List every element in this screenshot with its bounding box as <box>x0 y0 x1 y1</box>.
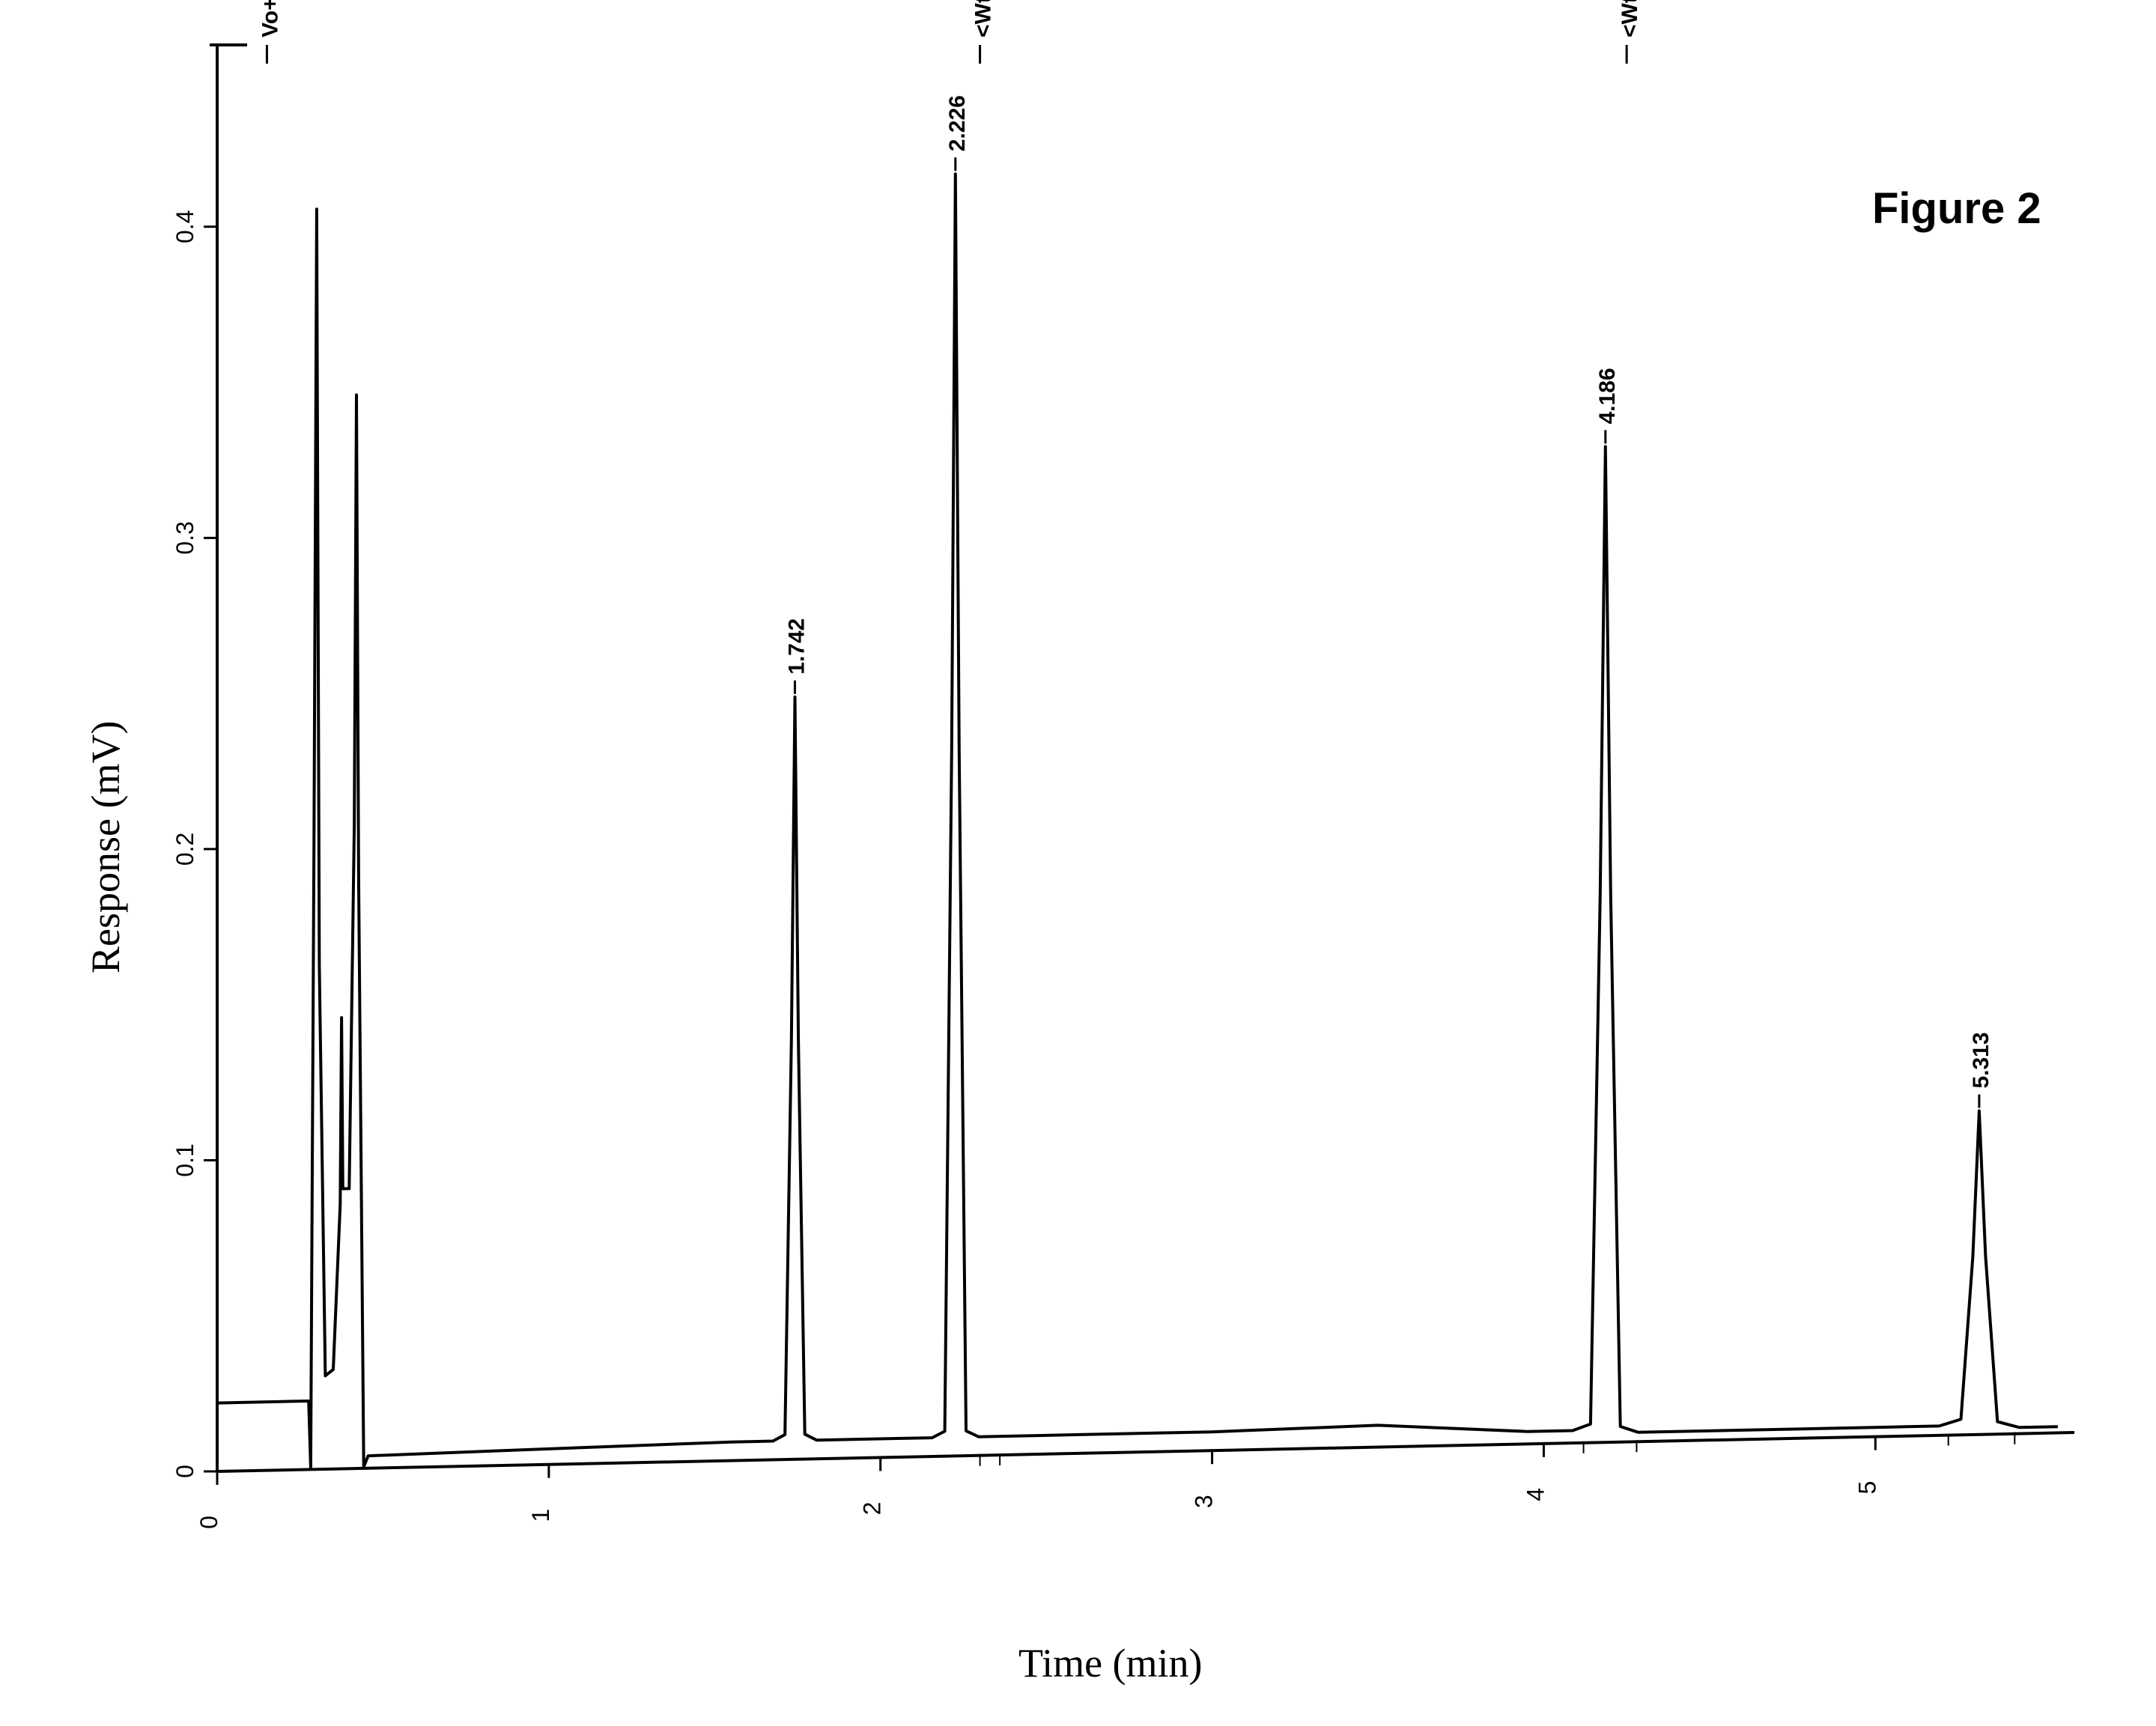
svg-text:2.226: 2.226 <box>945 95 970 151</box>
svg-text:5: 5 <box>1853 1481 1880 1495</box>
chromatogram-plot: 0 0.1 0.2 0.3 0.4 0 1 2 3 4 5 Vo+8 <Wt=2.0 <Wt=4.0 1.7… <box>0 0 2156 1726</box>
y-axis-label: Response (mV) <box>82 721 129 973</box>
svg-text:0: 0 <box>195 1516 222 1529</box>
svg-text:2: 2 <box>859 1502 886 1516</box>
svg-text:0.4: 0.4 <box>171 210 198 243</box>
svg-text:4: 4 <box>1522 1488 1549 1501</box>
svg-text:3: 3 <box>1191 1495 1218 1508</box>
svg-text:Vo+8: Vo+8 <box>258 0 282 37</box>
x-axis-label: Time (min) <box>1018 1640 1203 1686</box>
svg-text:1: 1 <box>527 1509 554 1522</box>
figure-label: Figure 2 <box>1872 183 2041 234</box>
svg-text:0.3: 0.3 <box>171 521 198 554</box>
svg-text:1.742: 1.742 <box>784 619 809 675</box>
svg-text:0.1: 0.1 <box>171 1143 198 1176</box>
svg-text:4.186: 4.186 <box>1595 368 1620 424</box>
svg-text:0: 0 <box>171 1465 198 1478</box>
svg-text:5.313: 5.313 <box>1969 1032 1993 1088</box>
svg-text:0.2: 0.2 <box>171 833 198 866</box>
svg-text:<Wt=2.0: <Wt=2.0 <box>971 0 996 37</box>
svg-text:<Wt=4.0: <Wt=4.0 <box>1618 0 1642 37</box>
